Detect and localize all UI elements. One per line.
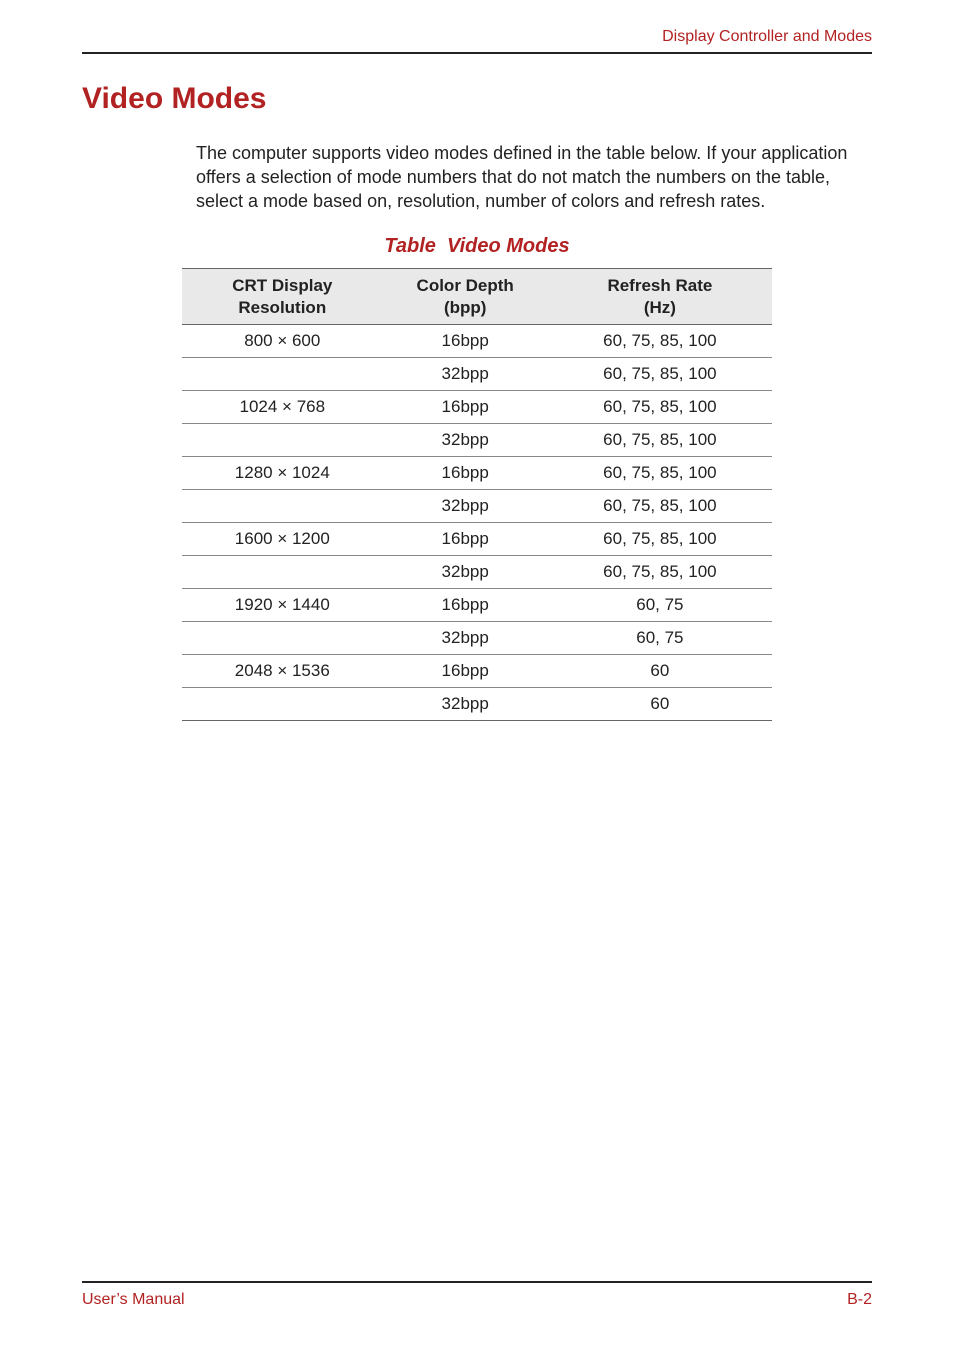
col-header-line: Resolution — [238, 298, 326, 317]
table-cell-rate: 60, 75, 85, 100 — [548, 489, 772, 522]
table-row: 1024 × 76816bpp60, 75, 85, 100 — [182, 390, 772, 423]
table-cell-depth: 32bpp — [383, 687, 548, 720]
table-cell-rate: 60, 75, 85, 100 — [548, 555, 772, 588]
table-cell-rate: 60 — [548, 654, 772, 687]
table-row: 32bpp60, 75, 85, 100 — [182, 423, 772, 456]
table-cell-res — [182, 621, 383, 654]
table-row: 32bpp60 — [182, 687, 772, 720]
table-row: 32bpp60, 75, 85, 100 — [182, 489, 772, 522]
footer-right: B-2 — [847, 1291, 872, 1309]
table-row: 2048 × 153616bpp60 — [182, 654, 772, 687]
table-cell-depth: 16bpp — [383, 522, 548, 555]
col-header-rate: Refresh Rate (Hz) — [548, 269, 772, 325]
table-cell-rate: 60, 75, 85, 100 — [548, 390, 772, 423]
col-header-depth: Color Depth (bpp) — [383, 269, 548, 325]
table-row: 32bpp60, 75, 85, 100 — [182, 357, 772, 390]
table-cell-res — [182, 489, 383, 522]
table-cell-res: 1600 × 1200 — [182, 522, 383, 555]
table-row: 32bpp60, 75 — [182, 621, 772, 654]
table-caption: Table Video Modes — [82, 235, 872, 258]
col-header-line: CRT Display — [232, 276, 332, 295]
table-cell-depth: 32bpp — [383, 423, 548, 456]
table-body: 800 × 60016bpp60, 75, 85, 10032bpp60, 75… — [182, 324, 772, 720]
table-cell-res — [182, 687, 383, 720]
intro-paragraph: The computer supports video modes define… — [196, 142, 872, 213]
table-header-row: CRT Display Resolution Color Depth (bpp)… — [182, 269, 772, 325]
table-cell-rate: 60, 75 — [548, 588, 772, 621]
section-title: Video Modes — [82, 82, 872, 116]
col-header-line: (Hz) — [644, 298, 676, 317]
table-cell-depth: 32bpp — [383, 555, 548, 588]
table-row: 1280 × 102416bpp60, 75, 85, 100 — [182, 456, 772, 489]
table-cell-depth: 32bpp — [383, 621, 548, 654]
table-cell-res — [182, 555, 383, 588]
footer-left: User’s Manual — [82, 1291, 185, 1309]
table-cell-rate: 60, 75, 85, 100 — [548, 456, 772, 489]
table-cell-res: 1024 × 768 — [182, 390, 383, 423]
table-cell-depth: 32bpp — [383, 489, 548, 522]
table-cell-depth: 16bpp — [383, 390, 548, 423]
table-row: 32bpp60, 75, 85, 100 — [182, 555, 772, 588]
table-cell-rate: 60, 75, 85, 100 — [548, 423, 772, 456]
table-cell-res: 2048 × 1536 — [182, 654, 383, 687]
table-cell-depth: 16bpp — [383, 324, 548, 357]
table-cell-rate: 60, 75, 85, 100 — [548, 324, 772, 357]
video-modes-table: CRT Display Resolution Color Depth (bpp)… — [182, 268, 772, 721]
table-cell-depth: 16bpp — [383, 654, 548, 687]
footer-rule — [82, 1281, 872, 1283]
footer-row: User’s Manual B-2 — [82, 1291, 872, 1309]
table-cell-res: 1920 × 1440 — [182, 588, 383, 621]
table-cell-depth: 16bpp — [383, 456, 548, 489]
table-row: 1600 × 120016bpp60, 75, 85, 100 — [182, 522, 772, 555]
table-cell-depth: 32bpp — [383, 357, 548, 390]
table-cell-depth: 16bpp — [383, 588, 548, 621]
table-cell-rate: 60, 75 — [548, 621, 772, 654]
table-cell-res — [182, 357, 383, 390]
col-header-resolution: CRT Display Resolution — [182, 269, 383, 325]
page-footer: User’s Manual B-2 — [82, 1281, 872, 1309]
table-row: 800 × 60016bpp60, 75, 85, 100 — [182, 324, 772, 357]
table-cell-rate: 60, 75, 85, 100 — [548, 522, 772, 555]
table-cell-res — [182, 423, 383, 456]
table-cell-res: 800 × 600 — [182, 324, 383, 357]
table-cell-rate: 60, 75, 85, 100 — [548, 357, 772, 390]
table-cell-rate: 60 — [548, 687, 772, 720]
table-cell-res: 1280 × 1024 — [182, 456, 383, 489]
col-header-line: Refresh Rate — [607, 276, 712, 295]
header-rule — [82, 52, 872, 54]
page-header-text: Display Controller and Modes — [82, 28, 872, 52]
col-header-line: Color Depth — [417, 276, 514, 295]
col-header-line: (bpp) — [444, 298, 486, 317]
table-row: 1920 × 144016bpp60, 75 — [182, 588, 772, 621]
